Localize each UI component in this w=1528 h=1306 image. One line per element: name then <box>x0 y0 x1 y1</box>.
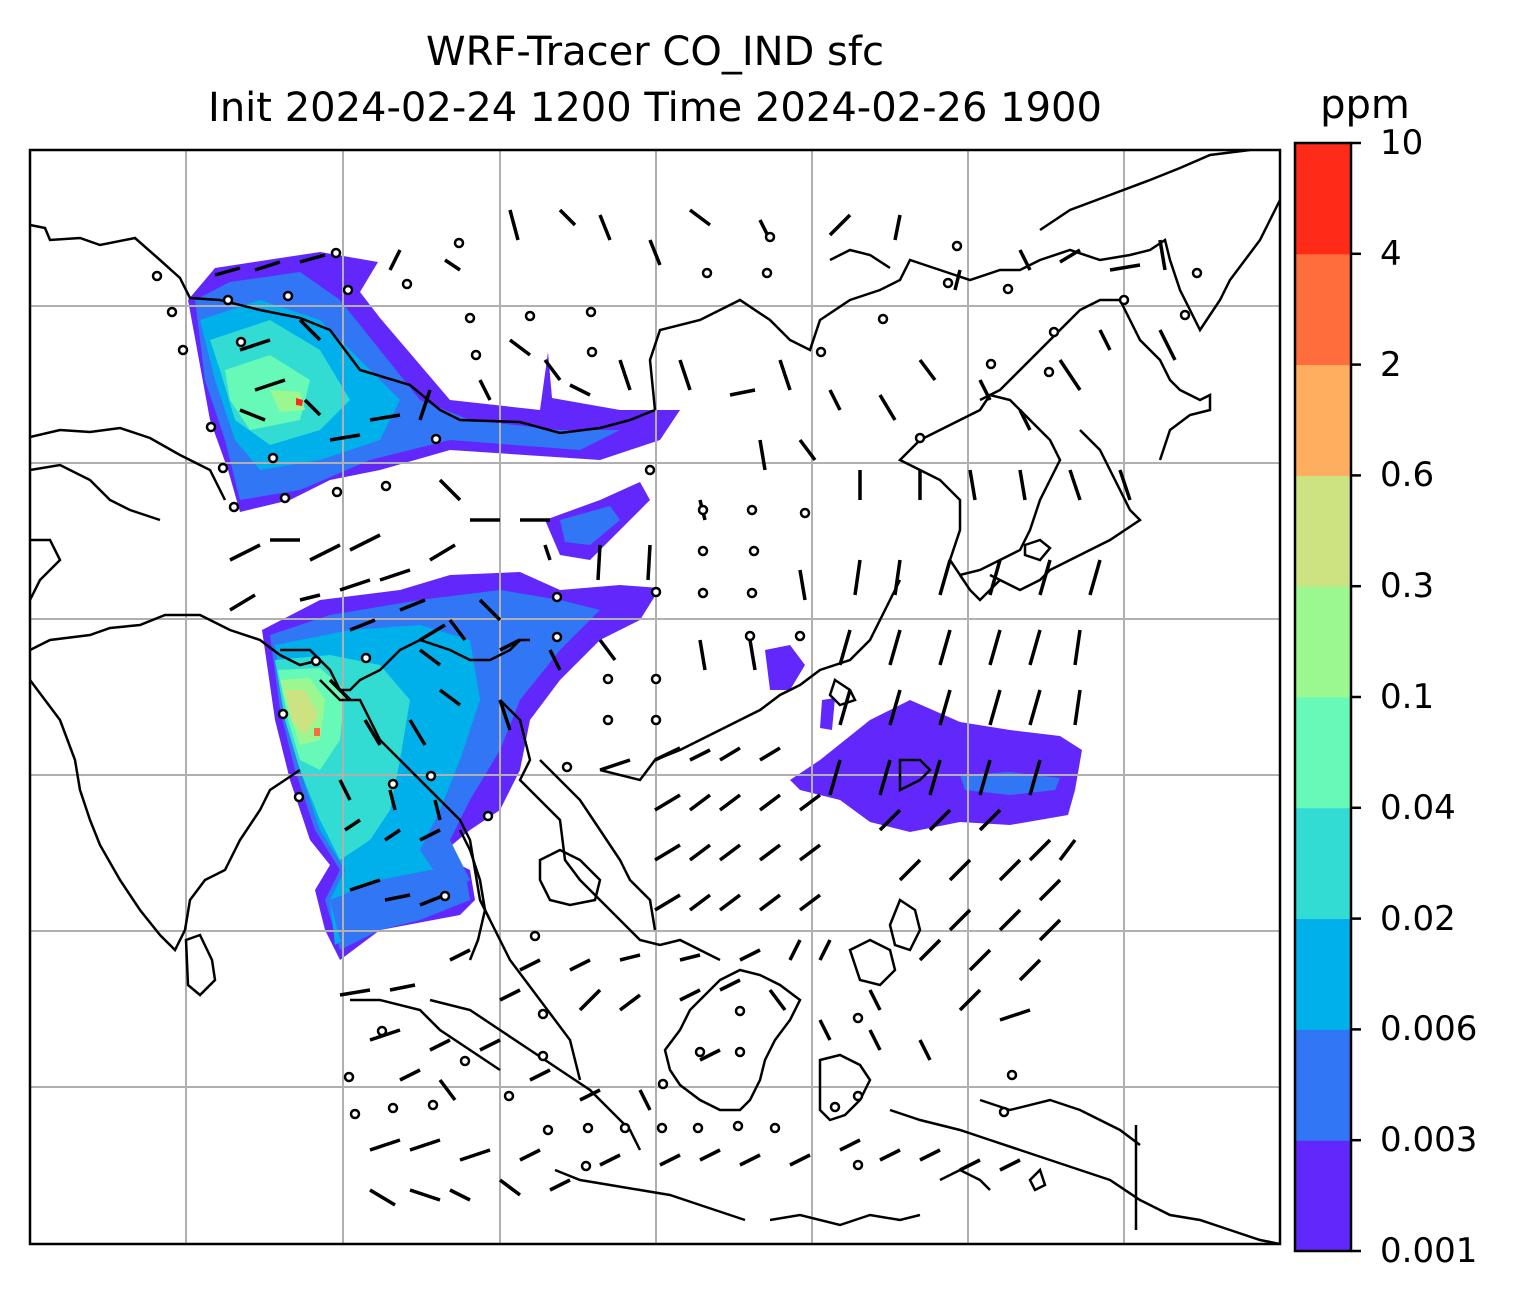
colorbar-segment <box>1295 143 1351 255</box>
colorbar-tick-label: 2 <box>1380 344 1402 385</box>
colorbar-segment <box>1295 1140 1351 1252</box>
colorbar-tick-label: 0.6 <box>1380 455 1435 496</box>
colorbar-tick-label: 0.04 <box>1380 787 1456 828</box>
colorbar-segment <box>1295 475 1351 587</box>
colorbar-label: ppm <box>1320 82 1410 128</box>
colorbar-tick-label: 0.3 <box>1380 566 1435 607</box>
colorbar-segment <box>1295 253 1351 366</box>
wind-barbs <box>214 208 1177 1207</box>
colorbar-segment <box>1295 364 1351 476</box>
colorbar-tick-label: 0.02 <box>1380 898 1456 939</box>
colorbar-segment <box>1295 807 1351 920</box>
colorbar-tick-label: 0.001 <box>1380 1231 1478 1271</box>
colorbar-segment <box>1295 918 1351 1030</box>
colorbar-tick-label: 4 <box>1380 233 1402 274</box>
tracer-field <box>188 252 1082 960</box>
colorbar-segment <box>1295 1029 1351 1141</box>
map-gridlines <box>30 150 1280 1244</box>
map-subtitle: Init 2024-02-24 1200 Time 2024-02-26 190… <box>208 85 1102 131</box>
plume-east <box>790 700 1082 832</box>
colorbar-segment <box>1295 586 1351 698</box>
colorbar-tick-label: 0.003 <box>1380 1120 1478 1161</box>
colorbar-tick-label: 0.1 <box>1380 677 1435 717</box>
colorbar <box>1293 141 1361 1253</box>
map-title: WRF-Tracer CO_IND sfc <box>426 29 884 75</box>
colorbar-segment <box>1295 697 1351 809</box>
colorbar-tick-label: 10 <box>1380 123 1424 163</box>
calm-markers <box>151 231 1203 1172</box>
map-frame <box>28 148 1282 1246</box>
colorbar-tick-label: 0.006 <box>1380 1009 1478 1050</box>
coastlines <box>30 150 1280 1244</box>
